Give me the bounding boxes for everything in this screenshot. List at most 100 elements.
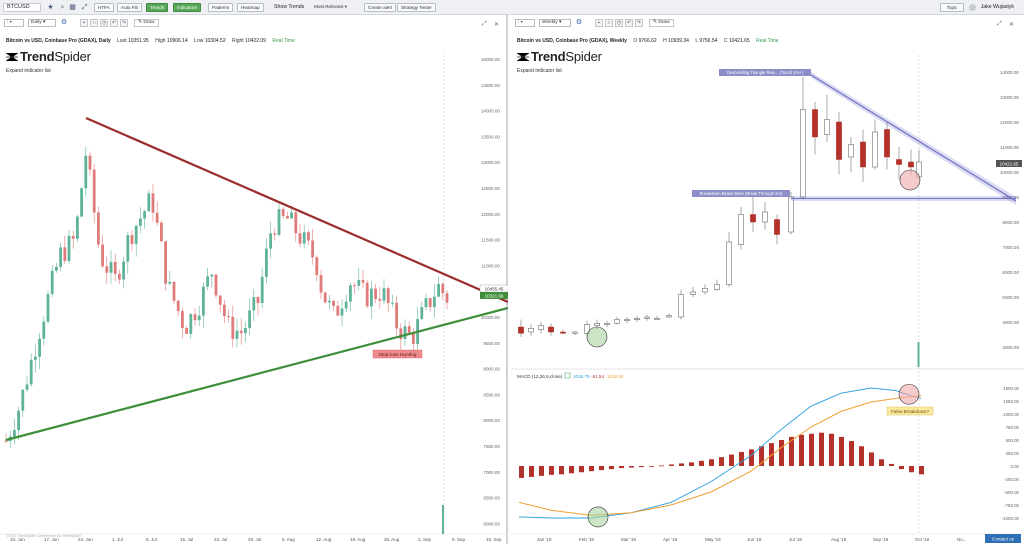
macd-histogram-bar <box>869 452 874 466</box>
draw-button[interactable]: ✎ Draw <box>134 19 159 27</box>
heatmap-button[interactable]: Heatmap <box>237 3 264 12</box>
avatar[interactable] <box>969 4 976 11</box>
candle <box>118 273 121 280</box>
interval-select-right[interactable]: Weekly ▾ <box>539 19 571 27</box>
realtime-status: Real Time <box>272 38 295 44</box>
macd-histogram-bar <box>829 433 834 466</box>
last-price-tag-box <box>480 292 508 299</box>
macd-histogram-bar <box>579 466 584 473</box>
patterns-button[interactable]: Patterns <box>208 3 234 12</box>
y-tick-label: 11500.00 <box>481 238 500 243</box>
candle <box>634 318 640 320</box>
candle <box>80 188 83 217</box>
candle <box>34 356 37 360</box>
trendspider-logo-right: TrendSpider <box>517 49 602 64</box>
trends-button[interactable]: Trends <box>146 3 169 12</box>
y-tick-label: 11000.00 <box>481 263 500 268</box>
candle <box>340 308 344 316</box>
candle <box>378 298 382 301</box>
topic-button[interactable]: Topic <box>940 3 964 12</box>
candle <box>71 235 75 239</box>
contact-us-button <box>985 534 1021 543</box>
macd-histogram-bar <box>779 440 784 466</box>
indicators-button[interactable]: Indicators <box>173 3 201 12</box>
magnet-icon[interactable]: ∩ <box>90 19 98 27</box>
candle <box>260 276 264 304</box>
candle <box>302 232 306 244</box>
candle <box>762 211 768 223</box>
x-tick-label: Apr '19 <box>663 537 678 542</box>
draw-button-right[interactable]: ✎ Draw <box>649 19 674 27</box>
crosshair-icon[interactable]: + <box>595 19 603 27</box>
strategy-tester-button[interactable]: Strategy Tester <box>397 3 436 12</box>
magnet-icon[interactable]: ∩ <box>605 19 613 27</box>
candle <box>848 144 854 158</box>
candle <box>265 248 268 277</box>
undo-icon[interactable]: ↶ <box>110 19 118 27</box>
x-tick-label: Jul '19 <box>789 537 802 542</box>
candle <box>84 155 88 189</box>
auto-fib-button[interactable]: Auto Fib <box>117 3 143 12</box>
copyright-text: ©2019 TrendSpider. Momentum via TrendSpi… <box>6 534 82 538</box>
x-tick-label: 1. Jul <box>112 537 123 542</box>
candle <box>572 331 578 334</box>
expand-icon[interactable]: ⤢ <box>482 21 487 27</box>
macd-tick-label: -250.00 <box>1004 477 1019 482</box>
expand-indicator-list[interactable]: Expand indicator list <box>6 68 51 74</box>
macd-histogram-bar <box>679 463 684 466</box>
candle <box>231 317 235 339</box>
redo-icon[interactable]: ↷ <box>635 19 643 27</box>
close-icon[interactable]: ✕ <box>494 22 500 28</box>
chart-type-select[interactable]: ⫶ ▾ <box>4 19 24 27</box>
candle <box>323 292 327 303</box>
contact-us-label[interactable]: Contact us <box>992 537 1015 542</box>
macd-histogram-bar <box>849 441 854 466</box>
crosshair-icon[interactable]: + <box>80 19 88 27</box>
clock-icon[interactable]: ◷ <box>615 19 623 27</box>
candle <box>193 314 197 321</box>
x-tick-label: 8. Jul <box>146 537 157 542</box>
clock-icon[interactable]: ◷ <box>100 19 108 27</box>
gear-icon[interactable]: ⚙ <box>60 19 68 26</box>
htfa-button[interactable]: HTFA <box>94 3 114 12</box>
candle <box>298 233 302 244</box>
macd-histogram-bar <box>519 466 524 478</box>
candle <box>101 244 104 267</box>
candle <box>836 121 842 160</box>
chart-type-select-right[interactable]: ⫶ ▾ <box>515 19 535 27</box>
interval-select[interactable]: Daily ▾ <box>28 19 56 27</box>
y-tick-label: 13000.00 <box>481 160 501 165</box>
triangle-annotation-box <box>719 69 811 76</box>
layout-icon[interactable]: ▦ <box>69 4 76 11</box>
candle <box>644 316 650 319</box>
candle <box>370 288 373 307</box>
macd-histogram-bar <box>919 466 924 475</box>
candle <box>654 318 660 320</box>
y-tick-label: 10000.00 <box>1000 170 1020 175</box>
expand-indicator-list-right[interactable]: Expand indicator list <box>517 68 562 74</box>
user-name[interactable]: Jake Wujastyk <box>980 4 1014 10</box>
create-alert-button[interactable]: Create alert <box>364 3 397 12</box>
gear-icon[interactable]: ⚙ <box>575 19 583 26</box>
candle <box>690 291 696 295</box>
search-icon[interactable]: ⌕ <box>60 4 65 11</box>
daily-price-chart[interactable]: 15000.00 14500.00 14000.00 13500.00 13000.00… <box>0 15 508 544</box>
candle <box>332 300 335 306</box>
most-relevant-dropdown[interactable]: Most Relevant ▾ <box>314 4 347 9</box>
star-icon[interactable]: ★ <box>47 4 54 11</box>
redo-icon[interactable]: ↷ <box>120 19 128 27</box>
candle <box>122 261 125 280</box>
undo-icon[interactable]: ↶ <box>625 19 633 27</box>
false-breakdown-box <box>886 406 934 416</box>
weekly-price-chart[interactable]: 14000.00 13000.00 12000.00 11000.00 10000.00… <box>511 15 1024 544</box>
candle <box>445 293 449 303</box>
symbol-input[interactable]: BTCUSD <box>3 3 41 12</box>
macd-histogram-bar <box>799 434 804 466</box>
fullscreen-icon[interactable]: ⤢ <box>81 4 88 11</box>
last-price-tag: 10421.65 <box>1000 162 1019 167</box>
close-icon[interactable]: ✕ <box>1009 22 1015 28</box>
macd-tick-label: 750.00 <box>1006 425 1020 430</box>
expand-icon[interactable]: ⤢ <box>997 21 1002 27</box>
candle <box>424 298 428 308</box>
candle <box>294 212 298 234</box>
